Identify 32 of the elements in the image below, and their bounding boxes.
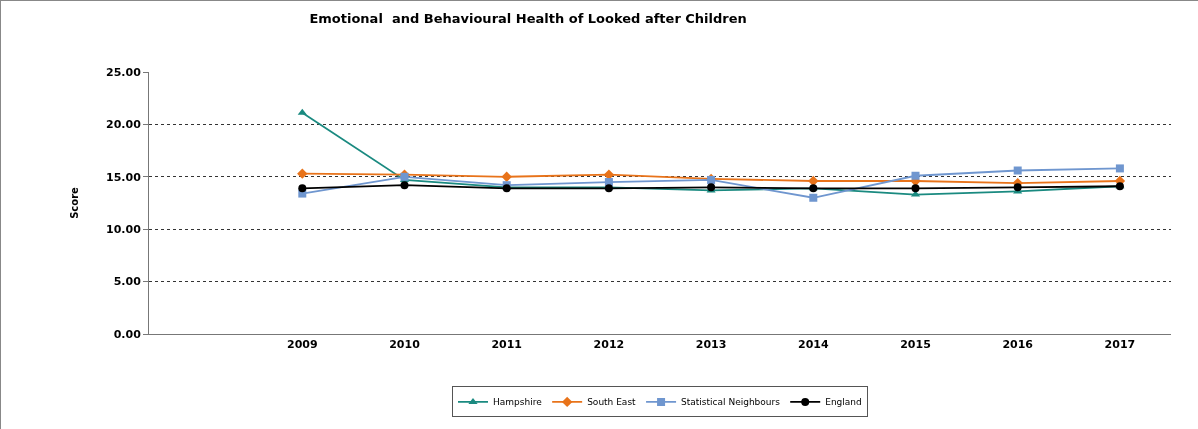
chart-title: Emotional and Behavioural Health of Looked after Children	[309, 10, 747, 26]
legend-label: Hampshire	[493, 397, 543, 408]
y-tick-label: 15.00	[106, 170, 142, 184]
point	[1013, 166, 1022, 175]
y-axis-title: Score	[69, 186, 80, 219]
x-tick-label: 2016	[1002, 338, 1034, 352]
x-tick-label: 2011	[491, 338, 523, 352]
y-tick-label: 25.00	[106, 65, 142, 79]
point	[911, 171, 920, 180]
x-tick-label: 2014	[797, 338, 829, 352]
legend-label: South East	[587, 397, 637, 408]
point	[809, 193, 818, 202]
point	[297, 108, 307, 115]
x-tick-label: 2010	[389, 338, 421, 352]
point	[501, 171, 512, 182]
y-tick-label: 0.00	[113, 327, 142, 341]
legend-label: England	[825, 397, 862, 408]
x-tick-label: 2017	[1104, 338, 1136, 352]
y-tick-label: 20.00	[106, 118, 142, 132]
y-tick-label: 10.00	[106, 223, 142, 237]
point	[911, 184, 920, 193]
legend-label: Statistical Neighbours	[681, 397, 781, 408]
point	[298, 184, 307, 193]
y-tick-label: 5.00	[113, 275, 142, 289]
x-tick-label: 2012	[593, 338, 625, 352]
point	[400, 181, 409, 190]
point	[297, 168, 308, 179]
point	[1013, 183, 1022, 192]
x-tick-label: 2015	[900, 338, 931, 352]
x-tick-label: 2013	[695, 338, 727, 352]
x-tick-label: 2009	[286, 338, 318, 352]
point	[1115, 164, 1124, 173]
